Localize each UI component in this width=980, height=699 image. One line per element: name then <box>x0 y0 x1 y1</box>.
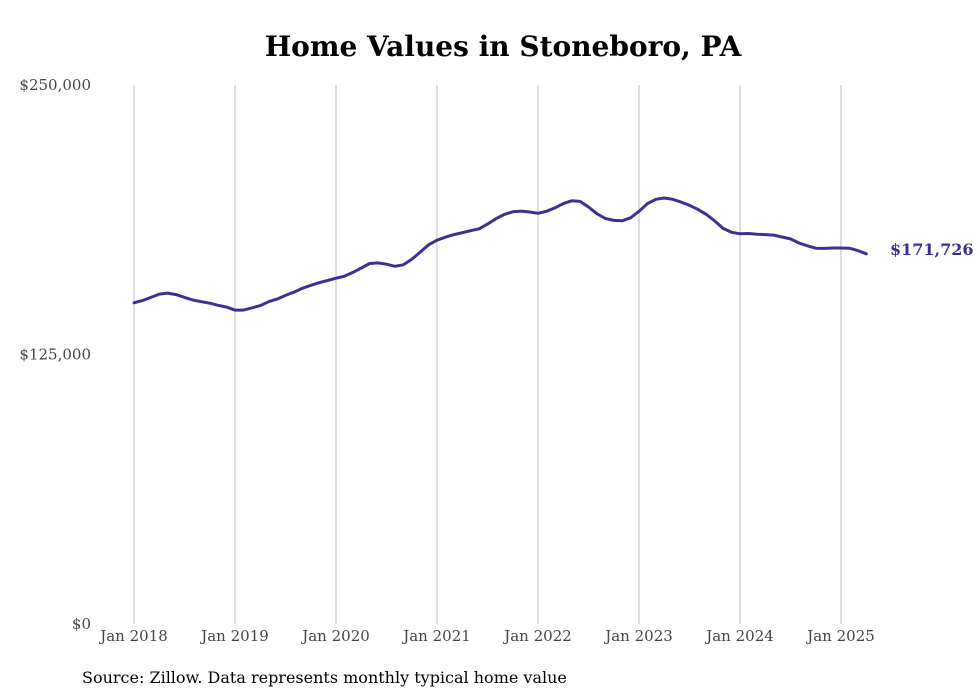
x-tick-label: Jan 2025 <box>805 627 875 645</box>
grid-layer <box>133 85 842 624</box>
y-tick-label: $0 <box>72 615 91 633</box>
x-tick-label: Jan 2021 <box>401 627 471 645</box>
y-axis-ticks: $0 $125,000 $250,000 <box>19 76 91 633</box>
x-tick-label: Jan 2024 <box>704 627 774 645</box>
chart-title: Home Values in Stoneboro, PA <box>264 30 742 63</box>
x-tick-label: Jan 2022 <box>502 627 572 645</box>
x-tick-label: Jan 2020 <box>300 627 370 645</box>
x-tick-label: Jan 2018 <box>98 627 168 645</box>
x-axis-ticks: Jan 2018 Jan 2019 Jan 2020 Jan 2021 Jan 2022… <box>98 627 875 645</box>
source-note: Source: Zillow. Data represents monthly … <box>82 668 567 687</box>
x-tick-label: Jan 2019 <box>199 627 269 645</box>
x-tick-label: Jan 2023 <box>603 627 673 645</box>
end-value-label: $171,726 <box>890 240 974 259</box>
y-tick-label: $250,000 <box>19 76 91 94</box>
y-tick-label: $125,000 <box>19 346 91 364</box>
series-line <box>132 196 868 312</box>
series-layer: $171,726 <box>132 196 974 312</box>
